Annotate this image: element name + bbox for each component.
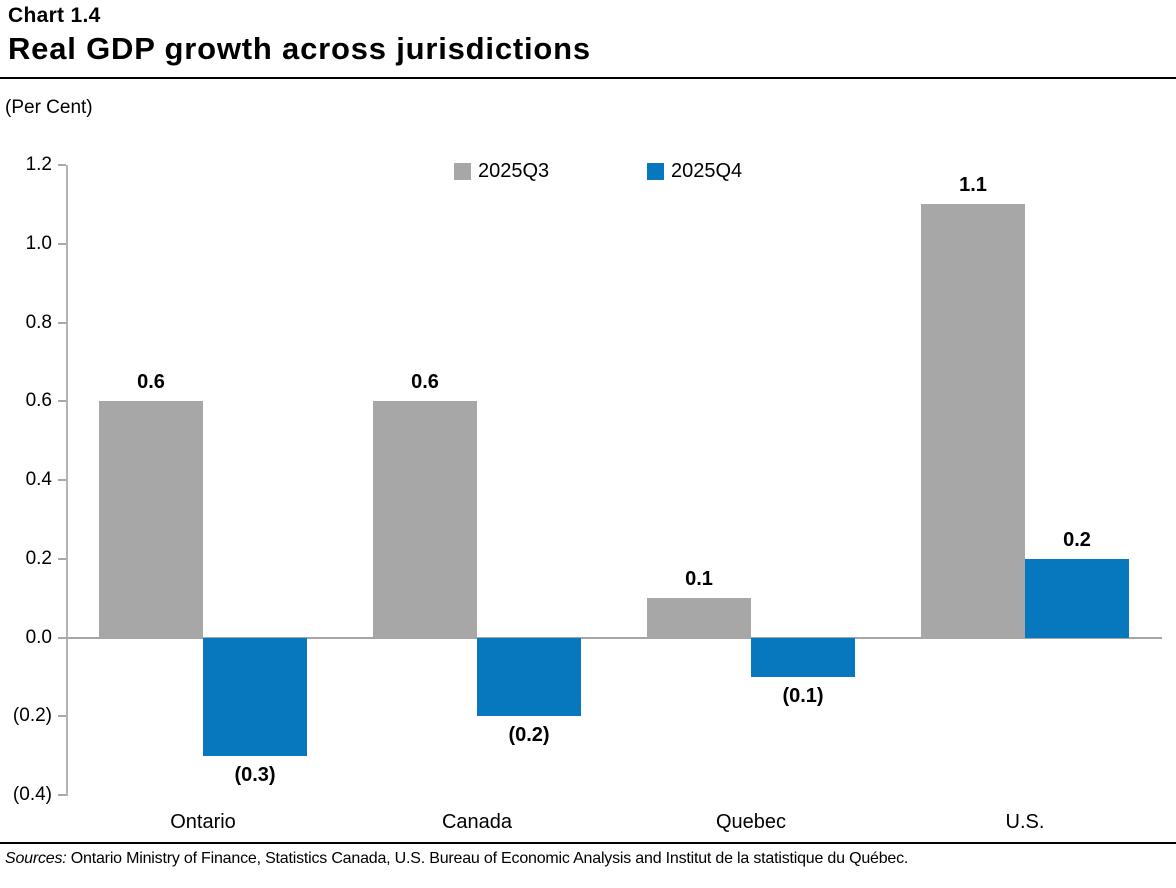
bar-value-label: (0.2) [508, 724, 550, 747]
bar-2025q3-us [921, 204, 1025, 638]
y-axis-tick-label: 0.6 [25, 390, 52, 412]
sources-line: Sources: Ontario Ministry of Finance, St… [5, 850, 908, 868]
y-axis-tick-mark [58, 479, 66, 481]
x-axis-category-label: Canada [441, 811, 513, 833]
y-axis-tick-mark [58, 321, 66, 324]
x-axis-zero-line [66, 636, 1162, 639]
y-axis-tick-label: 1.0 [25, 232, 52, 254]
page-title: Real GDP growth across jurisdictions [8, 31, 591, 66]
bar-value-label: 0.2 [1063, 528, 1091, 551]
bar-2025q4-ontario [203, 637, 307, 756]
y-axis-tick-mark [58, 794, 66, 796]
footer-divider [0, 842, 1176, 844]
bar-2025q4-canada [477, 637, 581, 717]
sources-label: Sources: [5, 850, 67, 867]
bar-value-label: (0.1) [782, 684, 824, 707]
x-axis-category-label: Quebec [715, 811, 787, 833]
x-axis-category-label: Ontario [170, 811, 236, 833]
legend-label: 2025Q4 [671, 160, 743, 182]
sources-text: Ontario Ministry of Finance, Statistics … [70, 850, 909, 867]
y-axis-tick-label: 0.4 [25, 469, 52, 490]
y-axis-tick-label: (0.4) [12, 784, 52, 805]
chart-number: Chart 1.4 [8, 4, 101, 27]
bar-value-label: 0.1 [685, 568, 713, 591]
legend-swatch [647, 163, 664, 180]
bar-2025q3-ontario [99, 401, 203, 638]
legend-item-2025q4: 2025Q4 [647, 160, 742, 183]
y-axis-tick-mark [58, 715, 66, 718]
bar-2025q3-canada [373, 401, 477, 638]
legend-label: 2025Q3 [478, 160, 550, 182]
y-axis-unit-label: (Per Cent) [5, 97, 93, 118]
bar-2025q4-quebec [751, 637, 855, 677]
bar-2025q3-quebec [647, 598, 751, 638]
x-axis-category-label: U.S. [1005, 811, 1045, 833]
y-axis-tick-label: 0.2 [25, 547, 52, 569]
bar-value-label: 0.6 [137, 371, 165, 394]
title-divider [0, 77, 1176, 79]
y-axis-tick-label: 0.0 [25, 626, 52, 648]
y-axis-tick-mark [58, 636, 66, 639]
y-axis-tick-mark [58, 557, 66, 560]
y-axis-tick-mark [58, 400, 66, 403]
legend-item-2025q3: 2025Q3 [454, 160, 549, 183]
y-axis-tick-label: 0.8 [25, 311, 52, 333]
bar-2025q4-us [1025, 558, 1129, 638]
legend-swatch [454, 163, 471, 180]
y-axis-tick-mark [58, 164, 66, 166]
y-axis-tick-label: (0.2) [12, 705, 52, 727]
y-axis-tick-label: 1.2 [25, 154, 52, 175]
y-axis-tick-mark [58, 242, 66, 245]
bar-value-label: 1.1 [959, 174, 987, 197]
y-axis-line [66, 165, 68, 796]
bar-value-label: (0.3) [234, 763, 276, 786]
bar-value-label: 0.6 [411, 371, 439, 394]
